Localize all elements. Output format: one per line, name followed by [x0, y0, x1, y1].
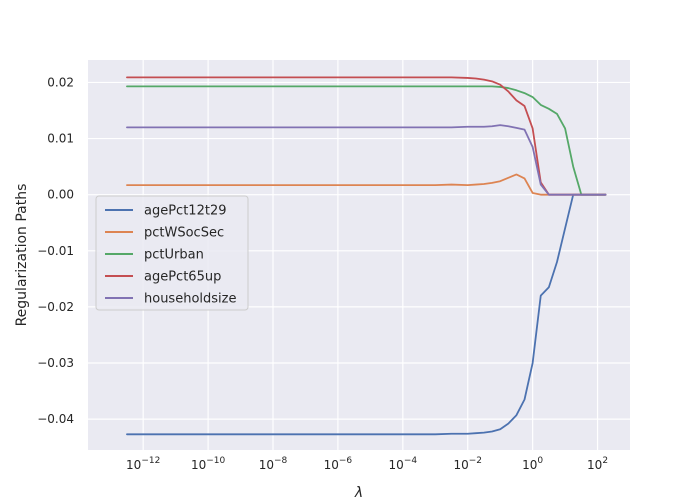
legend-label: householdsize: [144, 292, 236, 307]
y-tick-label: −0.03: [37, 356, 74, 370]
y-tick-labels: 0.02 0.01 0.00 −0.01 −0.02 −0.03 −0.04: [37, 75, 74, 426]
legend-box: [95, 195, 249, 311]
y-axis-label: Regularization Paths: [14, 184, 30, 327]
x-tick-label: 10−2: [453, 456, 482, 472]
y-tick-label: 0.00: [47, 188, 74, 202]
legend-label: agePct12t29: [144, 204, 226, 219]
legend-label: agePct65up: [144, 270, 221, 285]
series-line-pctUrban: [126, 85, 607, 196]
x-tick-label: 10−10: [191, 456, 226, 472]
y-tick-label: −0.04: [37, 412, 74, 426]
x-tick-labels: 10−12 10−10 10−8 10−6 10−4 10−2 100 102: [126, 456, 608, 472]
x-tick-label: 102: [587, 456, 608, 472]
y-tick-label: 0.01: [47, 132, 74, 146]
x-tick-label: 10−8: [259, 456, 288, 472]
y-tick-label: 0.02: [47, 75, 74, 89]
series-line-agePct12t29: [126, 193, 607, 436]
x-tick-label: 10−4: [389, 456, 418, 472]
legend-label: pctUrban: [144, 248, 204, 263]
legend: agePct12t29 pctWSocSec pctUrban agePct65up h…: [95, 195, 249, 311]
y-tick-label: −0.02: [37, 300, 74, 314]
y-tick-label: −0.01: [37, 244, 74, 258]
series-line-householdsize: [126, 124, 607, 196]
x-tick-label: 100: [522, 456, 543, 472]
x-axis-label: λ: [354, 485, 363, 500]
x-tick-label: 10−12: [126, 456, 160, 472]
legend-label: pctWSocSec: [144, 226, 224, 241]
x-tick-label: 10−6: [324, 456, 353, 472]
series-lines: [126, 76, 607, 436]
